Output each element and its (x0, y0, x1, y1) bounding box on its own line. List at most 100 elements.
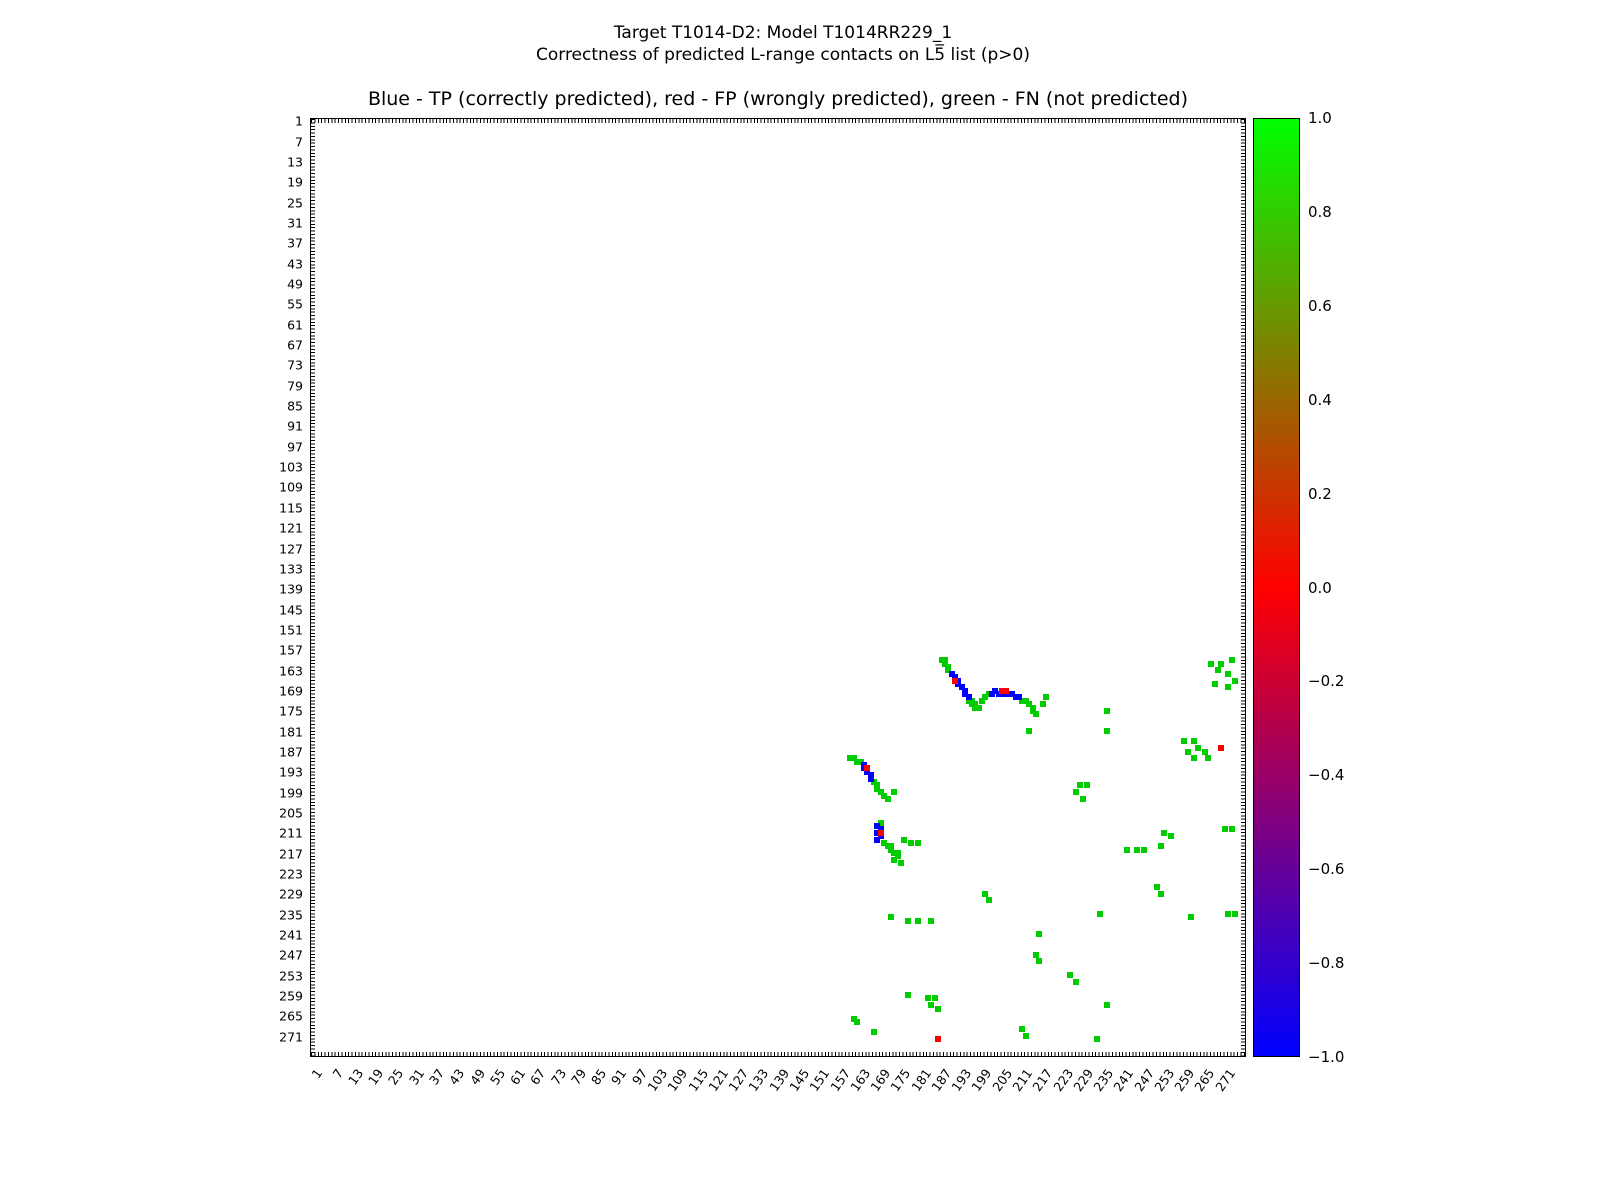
point-fn (1032, 951, 1039, 958)
colorbar-tick-label: −0.6 (1308, 860, 1345, 879)
point-fn (881, 792, 888, 799)
y-tick-label: 163 (279, 663, 303, 679)
y-tick-label: 265 (279, 1008, 303, 1024)
x-tick-label: 223 (1049, 1066, 1076, 1095)
point-fn (857, 758, 864, 765)
x-tick-label: 253 (1151, 1066, 1178, 1095)
y-tick-label: 211 (279, 825, 303, 841)
point-fn (1036, 958, 1043, 965)
point-fn (1103, 1002, 1110, 1009)
y-tick-label: 271 (279, 1029, 303, 1045)
x-tick-label: 43 (446, 1066, 468, 1088)
point-tp (860, 762, 867, 769)
y-tick-label: 235 (279, 907, 303, 923)
point-fn (1204, 755, 1211, 762)
point-fn (925, 995, 932, 1002)
colorbar-tick-label: 0.2 (1308, 484, 1332, 503)
y-axis-tick-labels: 1 7 13 19 25 31 37 43 49 55 61 67 73 79 85 91 97 103 109 11… (0, 114, 303, 1057)
point-fn (928, 917, 935, 924)
y-tick-label: 187 (279, 744, 303, 760)
point-fn (1211, 680, 1218, 687)
y-tick-label: 73 (287, 357, 303, 373)
plot-area (310, 118, 1246, 1057)
point-fn (1066, 971, 1073, 978)
point-fn (1076, 782, 1083, 789)
y-tick-label: 49 (287, 276, 303, 292)
point-tp (1002, 691, 1009, 698)
point-tp (955, 677, 962, 684)
x-tick-label: 7 (329, 1066, 346, 1082)
y-tick-label: 67 (287, 337, 303, 353)
point-fn (1181, 738, 1188, 745)
point-fn (1103, 707, 1110, 714)
point-fn (985, 691, 992, 698)
colorbar-tick-labels: 1.0 0.8 0.6 0.4 0.2 0.0 −0.2 −0.4 −0.6 −0.8 −1.0 (1308, 109, 1388, 1066)
x-tick-label: 265 (1191, 1066, 1218, 1095)
point-fn (1029, 704, 1036, 711)
colorbar-tick-label: 0.8 (1308, 202, 1332, 221)
y-tick-label: 25 (287, 195, 303, 211)
y-tick-label: 109 (279, 479, 303, 495)
x-tick-label: 61 (506, 1066, 529, 1088)
point-fp (935, 1036, 942, 1043)
y-tick-label: 97 (287, 439, 303, 455)
point-fn (898, 860, 905, 867)
point-tp (962, 691, 969, 698)
point-fn (894, 850, 901, 857)
point-fn (985, 897, 992, 904)
point-tp (989, 691, 996, 698)
y-tick-label: 91 (287, 418, 303, 434)
y-tick-label: 61 (287, 317, 303, 333)
x-tick-label: 49 (466, 1066, 488, 1088)
y-tick-label: 19 (287, 174, 303, 190)
point-fn (894, 853, 901, 860)
x-tick-label: 271 (1212, 1066, 1239, 1095)
point-fn (1188, 914, 1195, 921)
y-tick-label: 217 (279, 846, 303, 862)
point-fn (850, 755, 857, 762)
colorbar-tick-label: −0.2 (1308, 672, 1345, 691)
point-fn (945, 663, 952, 670)
x-tick-label: 181 (907, 1066, 934, 1095)
point-fp (877, 829, 884, 836)
suptitle-line2: Correctness of predicted L-range contact… (535, 45, 1030, 65)
x-tick-label: 103 (644, 1066, 671, 1095)
point-tp (874, 836, 881, 843)
y-tick-label: 31 (287, 215, 303, 231)
point-tp (955, 680, 962, 687)
point-fn (847, 755, 854, 762)
y-tick-label: 127 (279, 541, 303, 557)
y-tick-label: 103 (279, 459, 303, 475)
point-tp (877, 826, 884, 833)
y-tick-label: 37 (287, 235, 303, 251)
point-fn (1026, 701, 1033, 708)
y-tick-label: 43 (287, 256, 303, 272)
point-tp (1009, 691, 1016, 698)
point-fn (1073, 978, 1080, 985)
point-tp (995, 691, 1002, 698)
point-fn (1123, 846, 1130, 853)
axes-title: Blue - TP (correctly predicted), red - F… (367, 88, 1189, 110)
point-tp (952, 674, 959, 681)
point-fn (1029, 707, 1036, 714)
x-tick-label: 199 (968, 1066, 995, 1095)
y-tick-label: 139 (279, 581, 303, 597)
point-fn (1228, 657, 1235, 664)
x-tick-label: 109 (664, 1066, 691, 1095)
point-fn (1225, 670, 1232, 677)
point-fp (1002, 687, 1009, 694)
point-fn (1103, 728, 1110, 735)
colorbar-tick-label: 0.0 (1308, 578, 1332, 597)
x-tick-label: 31 (405, 1066, 428, 1088)
point-fn (968, 697, 975, 704)
point-fn (1194, 745, 1201, 752)
x-tick-label: 157 (826, 1066, 853, 1095)
point-fn (1218, 660, 1225, 667)
colorbar-tick-label: 0.6 (1308, 296, 1332, 315)
point-fn (1073, 789, 1080, 796)
point-fp (864, 765, 871, 772)
point-fn (1022, 1032, 1029, 1039)
point-tp (992, 687, 999, 694)
x-tick-label: 247 (1130, 1066, 1157, 1095)
x-tick-label: 79 (567, 1066, 590, 1088)
